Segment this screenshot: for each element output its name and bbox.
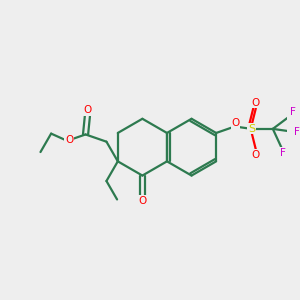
Text: F: F (290, 107, 296, 117)
Text: S: S (248, 124, 255, 134)
Text: O: O (84, 105, 92, 116)
Text: O: O (231, 118, 239, 128)
Text: O: O (252, 98, 260, 108)
Text: F: F (280, 148, 286, 158)
Text: O: O (252, 150, 260, 160)
Text: O: O (138, 196, 146, 206)
Text: F: F (294, 127, 300, 137)
Text: O: O (65, 135, 73, 145)
